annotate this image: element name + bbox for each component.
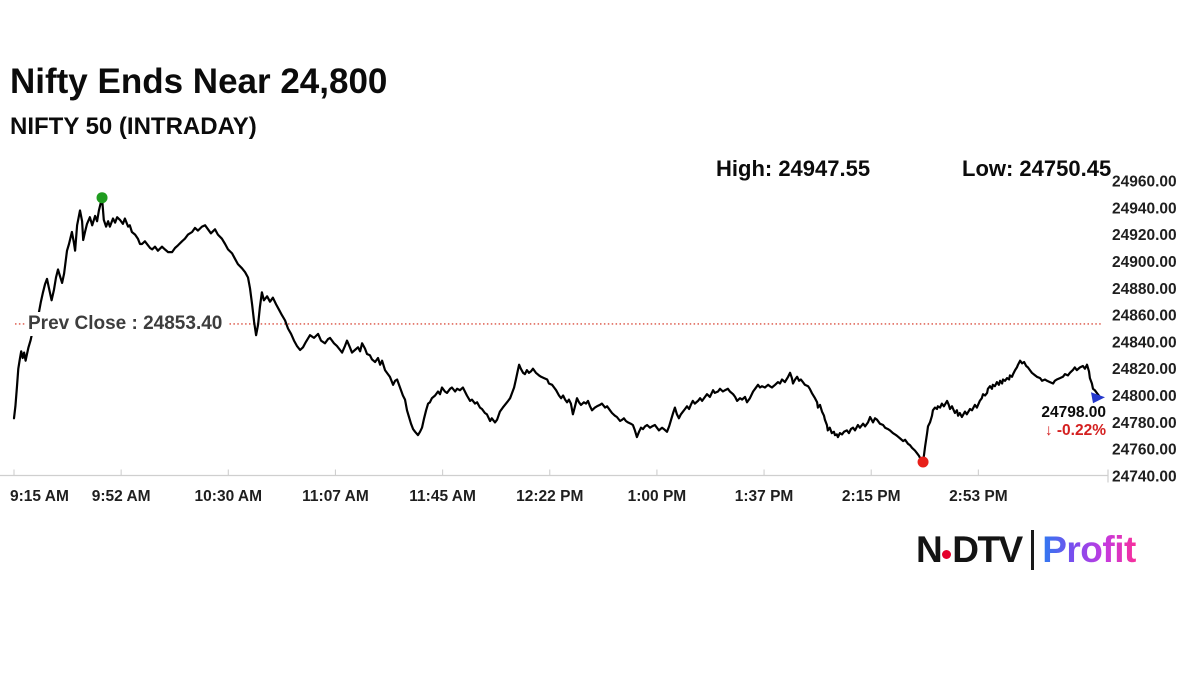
x-axis-label: 9:52 AM	[92, 488, 151, 505]
x-axis-label: 1:00 PM	[628, 488, 687, 505]
last-price-annotation: 24798.00 ↓ -0.22%	[1041, 404, 1106, 439]
close-marker-icon	[1091, 392, 1105, 404]
last-price-value: 24798.00	[1041, 404, 1106, 421]
y-axis-label: 24820.00	[1112, 361, 1177, 378]
low-value-label: Low: 24750.45	[962, 156, 1112, 181]
logo-separator-bar	[1030, 530, 1035, 570]
y-axis-label: 24880.00	[1112, 281, 1177, 298]
x-axis-label: 11:07 AM	[302, 488, 369, 505]
y-axis-label: 24860.00	[1112, 308, 1177, 325]
y-axis-label: 24960.00	[1112, 174, 1177, 191]
ndtv-letter-n: N	[916, 529, 943, 570]
x-axis-label: 2:15 PM	[842, 488, 901, 505]
high-marker-dot	[96, 192, 108, 204]
x-axis-label: 1:37 PM	[735, 488, 794, 505]
y-axis-label: 24780.00	[1112, 415, 1177, 432]
x-axis-label: 11:45 AM	[409, 488, 476, 505]
ndtv-red-dot-icon	[942, 550, 952, 559]
high-value-label: High: 24947.55	[716, 156, 871, 181]
ndtv-profit-logo: N DTV Profit	[916, 528, 1136, 572]
y-axis-label: 24840.00	[1112, 334, 1177, 351]
x-axis-label: 10:30 AM	[195, 488, 262, 505]
x-axis-label: 9:15 AM	[10, 488, 69, 505]
y-axis-label: 24760.00	[1112, 442, 1177, 459]
y-axis-label: 24900.00	[1112, 254, 1177, 271]
profit-logo-text: Profit	[1042, 529, 1136, 570]
x-axis-label: 2:53 PM	[949, 488, 1008, 505]
y-axis-label: 24920.00	[1112, 227, 1177, 244]
prev-close-label: Prev Close : 24853.40	[26, 311, 229, 336]
last-price-change: ↓ -0.22%	[1044, 422, 1106, 439]
y-axis-label: 24740.00	[1112, 469, 1177, 486]
y-axis-label: 24940.00	[1112, 200, 1177, 217]
ndtv-logo-text: N DTV	[916, 529, 1023, 571]
page-title: Nifty Ends Near 24,800	[10, 62, 388, 101]
y-axis-label: 24800.00	[1112, 388, 1177, 405]
ndtv-letters-dtv: DTV	[952, 529, 1023, 570]
low-marker-dot	[917, 456, 929, 468]
chart-subtitle: NIFTY 50 (INTRADAY)	[10, 113, 257, 140]
price-line	[12, 196, 1102, 464]
x-axis-label: 12:22 PM	[516, 488, 583, 505]
